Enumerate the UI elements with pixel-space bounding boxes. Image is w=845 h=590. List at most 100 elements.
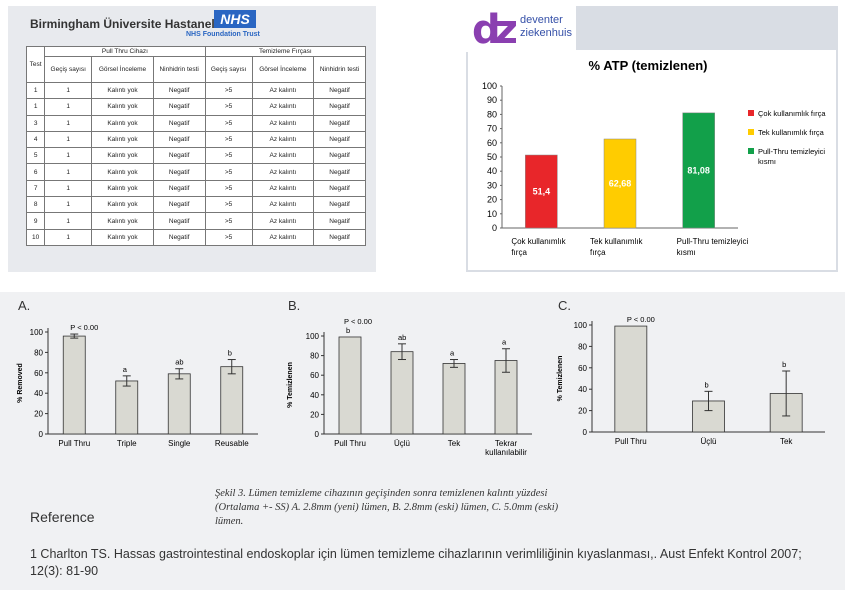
table-row: 6 1 Kalıntı yok Negatif >5 Az kalıntı Negatif [25,163,366,181]
legend-label: Çok kullanımlık fırça [758,109,826,118]
table-cell: 1 [25,98,46,116]
table-cell: Az kalıntı [251,114,315,132]
chart-b: B. 0 20 40 60 80 100 % Temizlenen P < 0.00b Pull … [287,298,532,457]
table-cell: Negatif [313,228,366,246]
table-cell: Negatif [152,163,206,181]
legend-swatch [748,129,754,135]
y-tick-label: 30 [487,180,497,190]
bar [338,336,362,435]
table-cell: Kalıntı yok [91,114,154,132]
table-row: 4 1 Kalıntı yok Negatif >5 Az kalıntı Negatif [25,130,366,149]
data-label: 62,68 [609,178,632,188]
x-tick-label: Pull Thru [58,439,90,448]
table-cell: Negatif [152,196,206,214]
significance-label: P < 0.00 [70,323,98,332]
significance-label: b [228,349,232,358]
x-tick-label: Tek [780,437,793,446]
results-table-panel: Birmingham Üniversite Hastaneleri NHS NH… [8,6,376,272]
table-cell: Az kalıntı [251,130,315,149]
x-tick-label: fırça [590,248,606,257]
table-cell: Negatif [313,98,366,116]
x-tick-label: kullanılabilir [485,448,527,457]
significance-label: a [502,338,507,347]
chart-c: C. 0 20 40 60 80 100 % Temizlenen P < 0.00 Pull T… [557,298,825,446]
table-cell: Negatif [313,130,366,149]
hospital-title: Birmingham Üniversite Hastaneleri [30,17,230,31]
bar [167,373,191,435]
legend-swatch [748,148,754,154]
table-cell: 4 [25,130,46,149]
x-tick-label: Reusable [215,439,249,448]
y-tick-label: 20 [487,195,497,205]
reference-text: 1 Charlton TS. Hassas gastrointestinal e… [30,547,802,578]
table-cell: 1 [44,179,93,198]
table-row: 9 1 Kalıntı yok Negatif >5 Az kalıntı Negatif [25,212,366,230]
x-tick-label: kısmı [677,248,696,257]
y-tick-label: 0 [492,223,497,233]
significance-label: ab [398,333,406,342]
table-cell: Az kalıntı [251,98,315,116]
dz-logo-icon: dz [472,7,518,53]
x-tick-label: Pull-Thru temizleyici [677,237,749,246]
y-tick-label: 60 [310,371,319,380]
atp-chart-panel: dz deventer ziekenhuis % ATP (temizlenen… [466,6,838,272]
y-tick-label: 0 [583,428,588,437]
table-row: 3 1 Kalıntı yok Negatif >5 Az kalıntı Negatif [25,114,366,132]
chart-title: % ATP (temizlenen) [589,58,708,73]
significance-label: b [782,360,786,369]
table-cell: Kalıntı yok [91,81,154,100]
col-header: Görsel İnceleme [251,56,315,83]
y-tick-label: 100 [574,321,588,330]
col-header: Ninhidrin testi [152,56,206,83]
y-tick-label: 100 [30,328,44,337]
reference-heading: Reference [30,509,95,525]
y-tick-label: 60 [578,364,587,373]
data-label: 81,08 [687,165,710,175]
logo-line2: ziekenhuis [520,27,572,39]
x-tick-label: Pull Thru [615,437,647,446]
table-body: 1 1 Kalıntı yok Negatif >5 Az kalıntı Negatif 1… [25,81,366,246]
x-tick-label: fırça [511,248,527,257]
bar [682,112,715,229]
atp-chart-area: % ATP (temizlenen) 0 10 20 30 40 50 60 70 80 90 100… [468,50,836,270]
table-cell: >5 [204,228,253,246]
bar [525,154,558,229]
atp-chart: % ATP (temizlenen) 0 10 20 30 40 50 60 70 80 90 100… [482,58,826,257]
table-row: 1 1 Kalıntı yok Negatif >5 Az kalıntı Negatif [25,98,366,116]
bar [603,138,637,229]
table-cell: >5 [204,81,253,100]
table-cell: >5 [204,98,253,116]
table-cell: >5 [204,163,253,181]
significance-label: ab [175,358,183,367]
table-row: 8 1 Kalıntı yok Negatif >5 Az kalıntı Negatif [25,196,366,214]
y-tick-label: 20 [310,410,319,419]
y-tick-label: 80 [487,109,497,119]
x-tick-label: Üçlü [394,439,410,448]
table-cell: Kalıntı yok [91,163,154,181]
y-tick-label: 40 [578,385,587,394]
table-cell: >5 [204,130,253,149]
figure-caption: Şekil 3. Lümen temizleme cihazının geçiş… [215,488,559,527]
table-cell: Az kalıntı [251,179,315,198]
y-tick-label: 50 [487,152,497,162]
y-tick-label: 90 [487,95,497,105]
legend-label: Tek kullanımlık fırça [758,128,825,137]
table-cell: Negatif [152,147,206,165]
lower-panel [0,292,845,590]
table-cell: >5 [204,114,253,132]
deventer-logo: dz deventer ziekenhuis [466,6,576,52]
panel-label: A. [18,298,30,313]
y-tick-label: 10 [487,209,497,219]
table-cell: 1 [25,81,46,100]
bar [442,363,466,435]
y-tick-label: 60 [487,138,497,148]
table-cell: 1 [44,147,93,165]
table-cell: Az kalıntı [251,81,315,100]
table-row: 1 1 Kalıntı yok Negatif >5 Az kalıntı Negatif [25,81,366,100]
table-cell: Negatif [152,212,206,230]
table-cell: Az kalıntı [251,228,315,246]
logo-line1: deventer [520,14,563,26]
bar [115,380,139,435]
comparison-table: Test Pull Thru Cihazı Temizleme Fırçası … [25,46,367,246]
significance-label: b [346,326,350,335]
